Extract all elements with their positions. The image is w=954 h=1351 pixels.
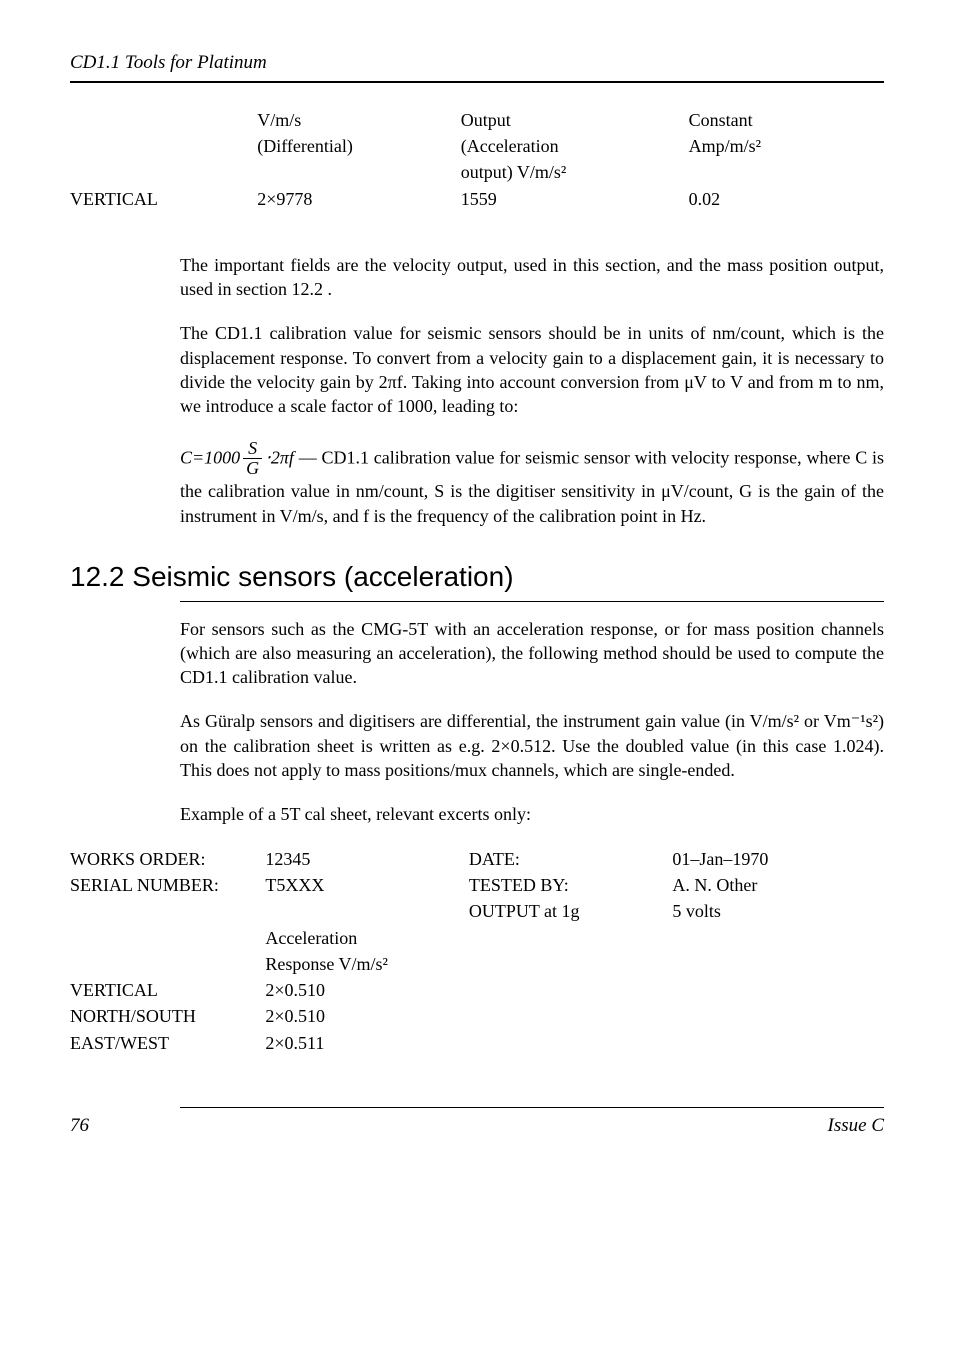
table-cell: Acceleration [265,926,469,952]
table-cell: Output [461,108,689,134]
paragraph: The important fields are the velocity ou… [180,253,884,302]
table-cell: 2×9778 [257,187,461,213]
table-cell: SERIAL NUMBER: [70,873,265,899]
table-cell: 12345 [265,847,469,873]
paragraph: Example of a 5T cal sheet, relevant exce… [180,802,884,826]
table-cell: DATE: [469,847,673,873]
numerator: S [243,439,262,460]
table-cell: 2×0.510 [265,1004,469,1030]
table-cell: WORKS ORDER: [70,847,265,873]
table-cell: EAST/WEST [70,1031,265,1057]
table-cell: VERTICAL [70,978,265,1004]
table-cell: (Acceleration [461,134,689,160]
section-rule [180,601,884,602]
issue-label: Issue C [828,1113,884,1139]
table-cell: V/m/s [257,108,461,134]
table-cell: A. N. Other [672,873,884,899]
paragraph: As Güralp sensors and digitisers are dif… [180,709,884,782]
table-cell: (Differential) [257,134,461,160]
table-cell: 5 volts [672,899,884,925]
table-cell: 01–Jan–1970 [672,847,884,873]
table-cell: Constant [689,108,884,134]
footer-rule [180,1107,884,1108]
table-cell: 2×0.510 [265,978,469,1004]
works-table: WORKS ORDER: 12345 DATE: 01–Jan–1970 SER… [70,847,884,1057]
calibration-table: V/m/s Output Constant (Differential) (Ac… [70,108,884,213]
denominator: G [243,459,262,479]
formula-lead: C=1000 [180,447,240,467]
formula-paragraph: C=1000SG⋅2πf — CD1.1 calibration value f… [180,439,884,528]
table-cell: Amp/m/s² [689,134,884,160]
fraction: SG [243,439,262,480]
table-cell: TESTED BY: [469,873,673,899]
table-cell: NORTH/SOUTH [70,1004,265,1030]
table-cell: 0.02 [689,187,884,213]
page-header: CD1.1 Tools for Platinum [70,50,884,76]
formula-tail: ⋅2πf [265,447,294,467]
table-cell: Response V/m/s² [265,952,469,978]
table-cell: VERTICAL [70,187,257,213]
table-cell: output) V/m/s² [461,160,689,186]
header-rule [70,81,884,83]
paragraph: For sensors such as the CMG-5T with an a… [180,617,884,690]
page-footer: 76 Issue C [70,1113,884,1139]
page-number: 76 [70,1113,89,1139]
table-cell: OUTPUT at 1g [469,899,673,925]
section-heading: 12.2 Seismic sensors (acceleration) [70,558,884,596]
paragraph: The CD1.1 calibration value for seismic … [180,321,884,418]
table-cell: 1559 [461,187,689,213]
table-cell: 2×0.511 [265,1031,469,1057]
table-cell: T5XXX [265,873,469,899]
